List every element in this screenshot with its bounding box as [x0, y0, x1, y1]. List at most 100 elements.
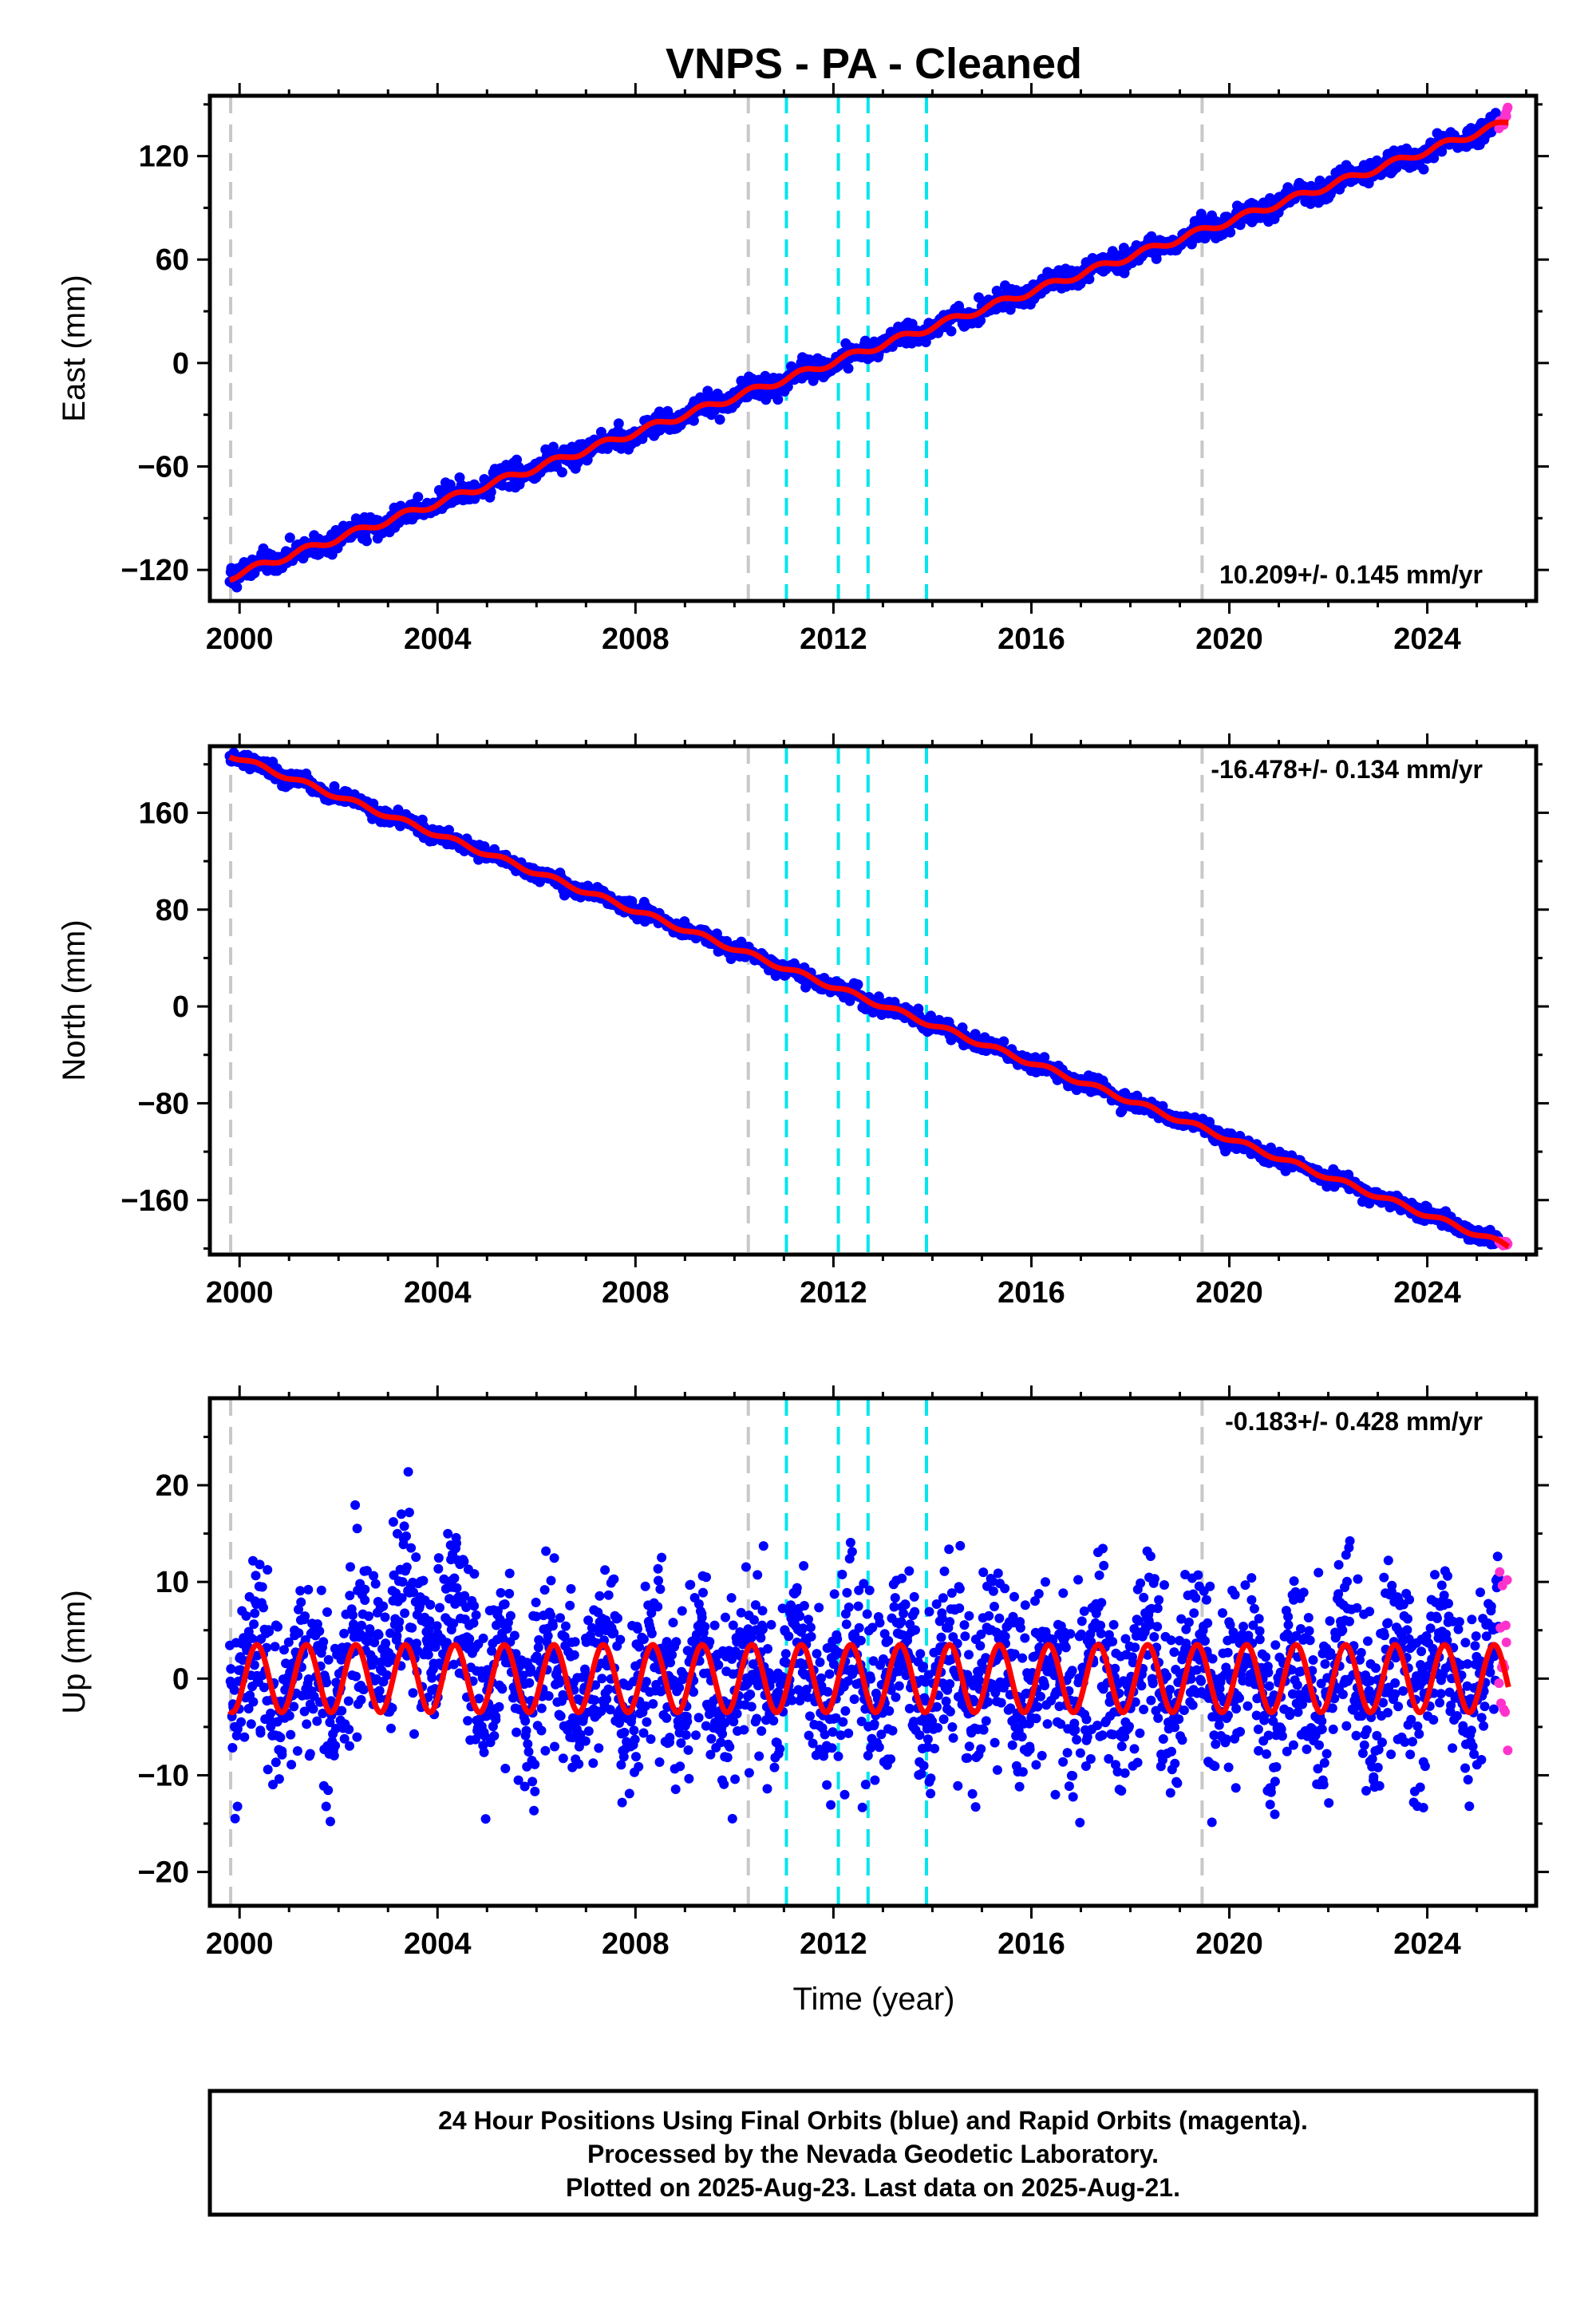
y-tick-label: 120: [139, 140, 189, 174]
data-point: [752, 1713, 762, 1724]
data-point: [541, 1546, 551, 1556]
series-rapid-orbits: [1494, 102, 1513, 133]
data-point: [688, 415, 699, 426]
data-point: [857, 1802, 867, 1812]
data-point: [843, 1728, 854, 1738]
data-point: [491, 1714, 501, 1725]
data-point: [374, 1686, 385, 1696]
data-point: [449, 1573, 460, 1583]
x-tick-label: 2016: [998, 622, 1065, 656]
data-point: [693, 1713, 704, 1723]
data-point: [394, 1617, 405, 1627]
panel-east: 2000 2004 2008 2012 2016 2020 2024−120−6006012…: [57, 83, 1549, 656]
data-point: [646, 1734, 656, 1745]
data-point: [1428, 152, 1440, 164]
data-point: [555, 1711, 566, 1721]
data-point: [292, 1746, 302, 1756]
data-point: [792, 1583, 802, 1593]
data-point: [594, 1743, 604, 1753]
data-point: [361, 536, 372, 547]
data-point: [231, 582, 243, 593]
x-tick-label: 2016: [998, 1276, 1065, 1310]
data-point: [682, 1717, 693, 1727]
data-point: [998, 1036, 1009, 1047]
data-point: [805, 1622, 816, 1633]
data-point: [360, 1584, 370, 1595]
data-point: [489, 1731, 500, 1741]
data-point: [536, 1703, 547, 1713]
data-point: [504, 1568, 515, 1579]
data-point: [251, 1571, 261, 1581]
data-point: [709, 1620, 720, 1630]
data-point: [250, 1608, 260, 1618]
x-tick-label: 2012: [800, 1276, 867, 1310]
y-tick-label: 160: [139, 796, 189, 830]
data-point: [726, 1593, 737, 1603]
data-point: [479, 1747, 489, 1757]
data-point: [255, 1559, 265, 1570]
data-point: [845, 1537, 855, 1547]
data-point: [408, 1688, 418, 1698]
data-point: [732, 1709, 742, 1719]
data-point: [884, 1705, 895, 1716]
data-point: [550, 1741, 559, 1752]
data-point: [815, 1657, 825, 1667]
x-tick-label: 2020: [1195, 1276, 1263, 1310]
panels: 2000 2004 2008 2012 2016 2020 2024−120−6006012…: [57, 83, 1549, 1961]
data-point: [380, 1612, 390, 1622]
data-point: [728, 1620, 738, 1630]
data-point: [1418, 164, 1429, 175]
data-point: [241, 1611, 251, 1621]
data-point: [839, 1789, 850, 1800]
data-point: [654, 1575, 663, 1586]
data-point: [364, 1611, 373, 1622]
x-tick-label: 2024: [1393, 622, 1461, 656]
data-point: [386, 1723, 396, 1733]
data-point: [665, 1733, 675, 1743]
data-point: [343, 1696, 354, 1706]
data-point: [300, 1611, 310, 1622]
data-point: [427, 1673, 437, 1683]
data-point: [388, 1517, 398, 1527]
data-point: [352, 1732, 362, 1742]
panel-north: 2000 2004 2008 2012 2016 2020 2024−160−8008016…: [57, 733, 1549, 1310]
data-point: [624, 1788, 634, 1799]
data-point: [609, 1574, 619, 1584]
data-point: [409, 1729, 419, 1739]
data-point: [569, 1650, 579, 1660]
data-point: [866, 1674, 876, 1684]
data-point: [780, 1649, 791, 1659]
data-point: [745, 1690, 756, 1700]
data-point: [886, 1754, 896, 1765]
data-point: [303, 1584, 314, 1595]
data-point: [859, 335, 871, 346]
data-point: [1225, 227, 1236, 238]
data-point: [874, 1742, 884, 1753]
data-point: [746, 1701, 757, 1712]
x-tick-label: 2000: [206, 622, 274, 656]
data-point: [270, 1642, 280, 1652]
data-point: [741, 1562, 751, 1572]
data-point: [634, 1761, 644, 1772]
y-tick-label: 0: [172, 347, 189, 381]
y-axis-label: North (mm): [57, 919, 92, 1081]
data-point: [691, 1730, 701, 1741]
data-point: [277, 1749, 287, 1760]
data-point: [619, 1727, 630, 1737]
data-point: [500, 1599, 510, 1609]
data-point: [722, 1753, 733, 1763]
data-point: [588, 1758, 598, 1769]
data-point: [744, 1768, 754, 1778]
data-point: [657, 1552, 667, 1563]
data-point: [321, 1801, 331, 1812]
model-fit-line: [228, 754, 1511, 1250]
data-point: [308, 1704, 318, 1714]
data-point: [350, 1500, 361, 1510]
data-point: [670, 1784, 681, 1794]
data-point: [463, 1716, 473, 1726]
data-point: [323, 1785, 334, 1796]
data-point: [730, 1774, 741, 1784]
data-point: [521, 1725, 531, 1736]
data-point: [230, 1813, 240, 1824]
